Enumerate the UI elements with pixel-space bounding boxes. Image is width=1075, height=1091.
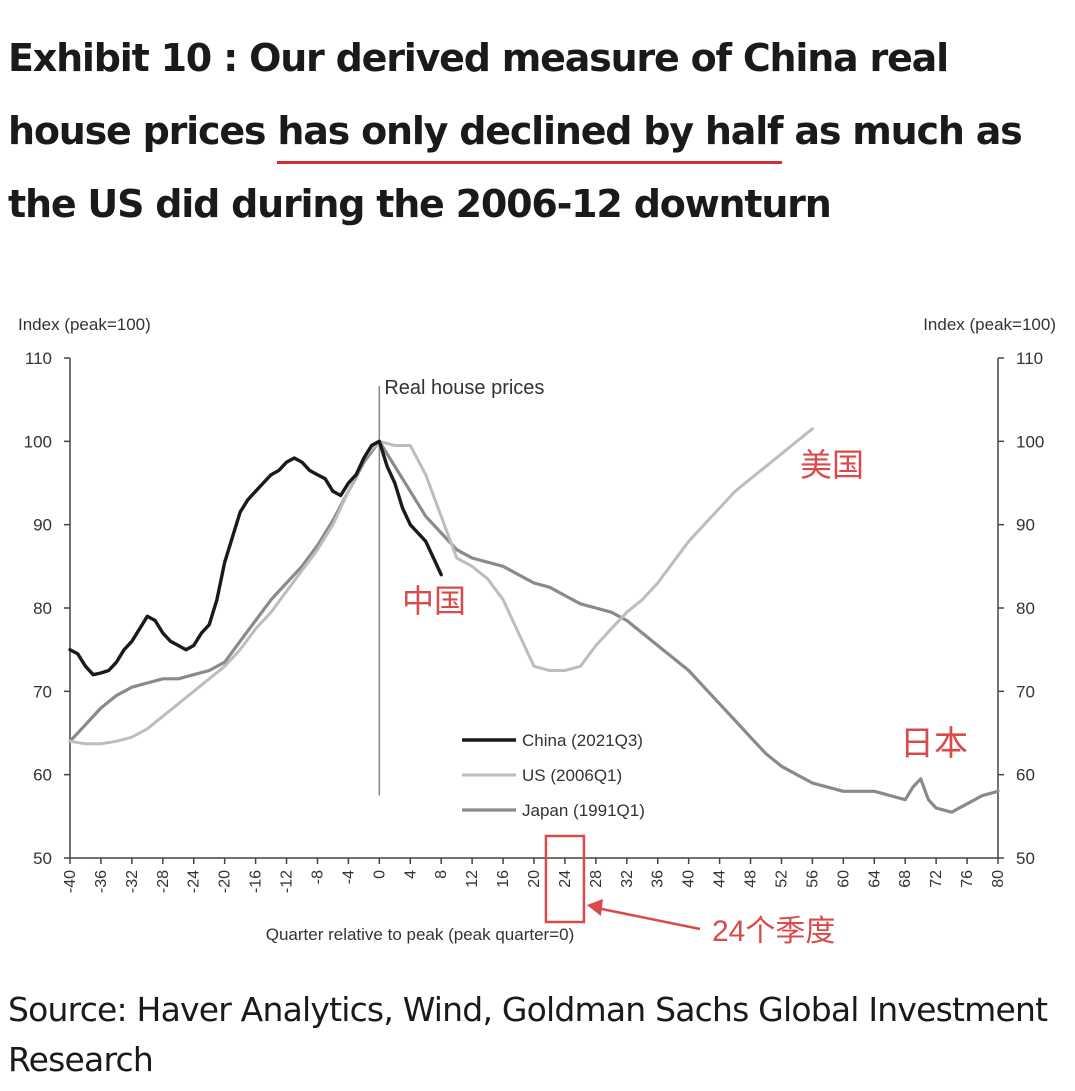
x-tick-label: -28 [155,870,172,893]
x-tick-label: -12 [279,870,296,893]
y-tick-label-right: 60 [1016,766,1035,785]
highlight-box-24 [544,834,586,924]
japan-series-line [68,439,1000,814]
y-tick-label-left: 70 [33,682,52,701]
y-tick-label-right: 90 [1016,516,1035,535]
x-tick-label: 32 [619,870,636,888]
y-axis-title-right: Index (peak=100) [923,315,1056,334]
chart-title: Exhibit 10 : Our derived measure of Chin… [8,22,1068,241]
legend-china-label: China (2021Q3) [522,731,643,750]
x-tick-label: 64 [866,870,883,888]
x-tick-label: 44 [712,870,729,888]
annotation-quarter-cn: 24个季度 [712,915,835,948]
title-highlight: has only declined by half [277,101,784,164]
annotation-china-cn: 中国 [402,583,466,619]
x-tick-label: 76 [959,870,976,888]
y-tick-label-left: 80 [33,599,52,618]
annotation-arrow-shaft [596,906,701,931]
x-tick-label: -40 [62,870,79,893]
y-tick-label-right: 50 [1016,849,1035,868]
x-tick-label: 8 [433,870,450,879]
x-tick-label: 4 [402,870,419,879]
source-note: Source: Haver Analytics, Wind, Goldman S… [8,990,1048,1079]
x-tick-label: 36 [650,870,667,888]
x-tick-label: -32 [124,870,141,893]
x-tick-label: -8 [309,870,326,884]
legend-us-label: US (2006Q1) [522,766,622,785]
x-tick-label: -24 [186,870,203,893]
x-tick-label: 56 [804,870,821,888]
x-tick-label: 80 [990,870,1007,888]
x-axis-title: Quarter relative to peak (peak quarter=0… [266,925,575,944]
x-tick-label: 68 [897,870,914,888]
annotation-arrow-head [586,899,603,916]
y-tick-label-right: 110 [1016,349,1043,368]
title-text-end: as much as the US did during the 2006-12… [8,109,1023,226]
x-tick-label: 72 [928,870,945,888]
us-series-line [68,427,814,746]
y-axis-title-left: Index (peak=100) [18,315,151,334]
x-tick-label: -36 [93,870,110,893]
x-tick-label: 12 [464,870,481,888]
x-tick-label: -16 [248,870,265,893]
y-tick-label-left: 60 [33,766,52,785]
china-series-line [68,439,443,677]
x-tick-label: 40 [681,870,698,888]
x-tick-label: 60 [835,870,852,888]
x-tick-label: 20 [526,870,543,888]
legend-japan-label: Japan (1991Q1) [522,801,645,820]
title-text: Exhibit 10 : Our derived measure of Chin… [8,36,949,153]
line-chart: Index (peak=100) Index (peak=100) 50 50 60 60… [18,315,1056,948]
x-tick-label: 48 [743,870,760,888]
y-tick-label-left: 50 [33,849,52,868]
x-tick-label: 28 [588,870,605,888]
y-tick-label-left: 110 [25,349,52,368]
y-tick-label-right: 80 [1016,599,1035,618]
x-tick-label: 16 [495,870,512,888]
y-tick-label-right: 100 [1016,432,1044,451]
chart-subtitle: Real house prices [384,377,544,399]
y-tick-label-left: 90 [33,516,52,535]
y-tick-label-left: 100 [24,432,52,451]
x-tick-label: 0 [371,870,388,879]
x-tick-label: -4 [340,870,357,884]
annotation-us-cn: 美国 [800,447,864,483]
x-tick-label: -20 [217,870,234,893]
annotation-japan-cn: 日本 [900,725,968,763]
y-tick-label-right: 70 [1016,682,1035,701]
x-tick-label: 52 [773,870,790,888]
x-tick-label: 24 [557,870,574,888]
